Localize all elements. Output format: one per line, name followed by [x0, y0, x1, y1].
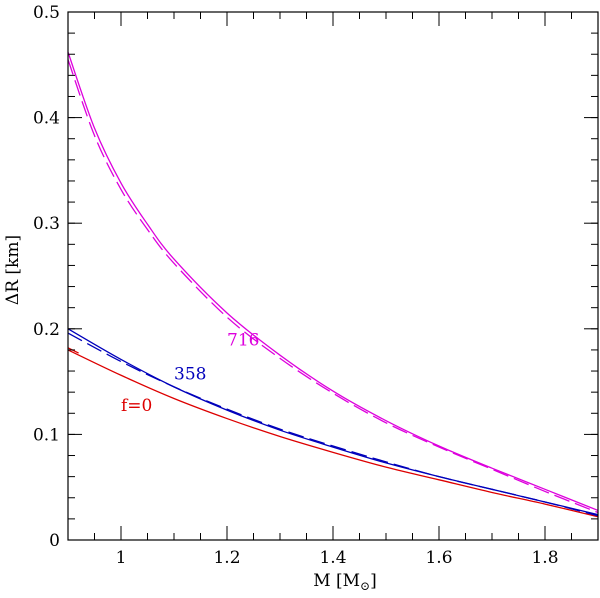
series-labels: f=0 358 716 [121, 331, 259, 416]
series-label-358: 358 [174, 364, 206, 384]
y-tick-label: 0.2 [33, 320, 60, 340]
x-tick-label: 1.8 [531, 548, 558, 568]
series-label-716: 716 [227, 331, 259, 351]
plot-frame-rect [67, 11, 599, 541]
series-line-358-dashed [67, 332, 599, 517]
plot-frame [67, 11, 599, 541]
y-axis-label: ΔR [km] [3, 235, 23, 305]
series-line-f-0 [67, 349, 599, 518]
x-tick-label: 1 [116, 548, 127, 568]
x-tick-label: 1.6 [425, 548, 452, 568]
y-tick-label: 0.3 [33, 214, 60, 234]
x-tick-label: 1.4 [319, 548, 346, 568]
axis-ticks: 1 1.2 1.4 1.6 1.8 0 0.1 0.2 0.3 0.4 0.5 [33, 3, 599, 568]
y-tick-label: 0 [49, 531, 60, 551]
series-line-716 [67, 51, 599, 512]
plot-lines [67, 51, 599, 518]
series-line-716-dashed [67, 59, 599, 514]
y-tick-label: 0.4 [33, 109, 60, 129]
x-tick-label: 1.2 [213, 548, 240, 568]
series-label-f-0: f=0 [121, 396, 152, 416]
y-tick-label: 0.1 [33, 425, 60, 445]
x-axis-label: M [M⊙] [313, 571, 377, 593]
series-line-358 [67, 328, 599, 516]
y-tick-label: 0.5 [33, 3, 60, 23]
